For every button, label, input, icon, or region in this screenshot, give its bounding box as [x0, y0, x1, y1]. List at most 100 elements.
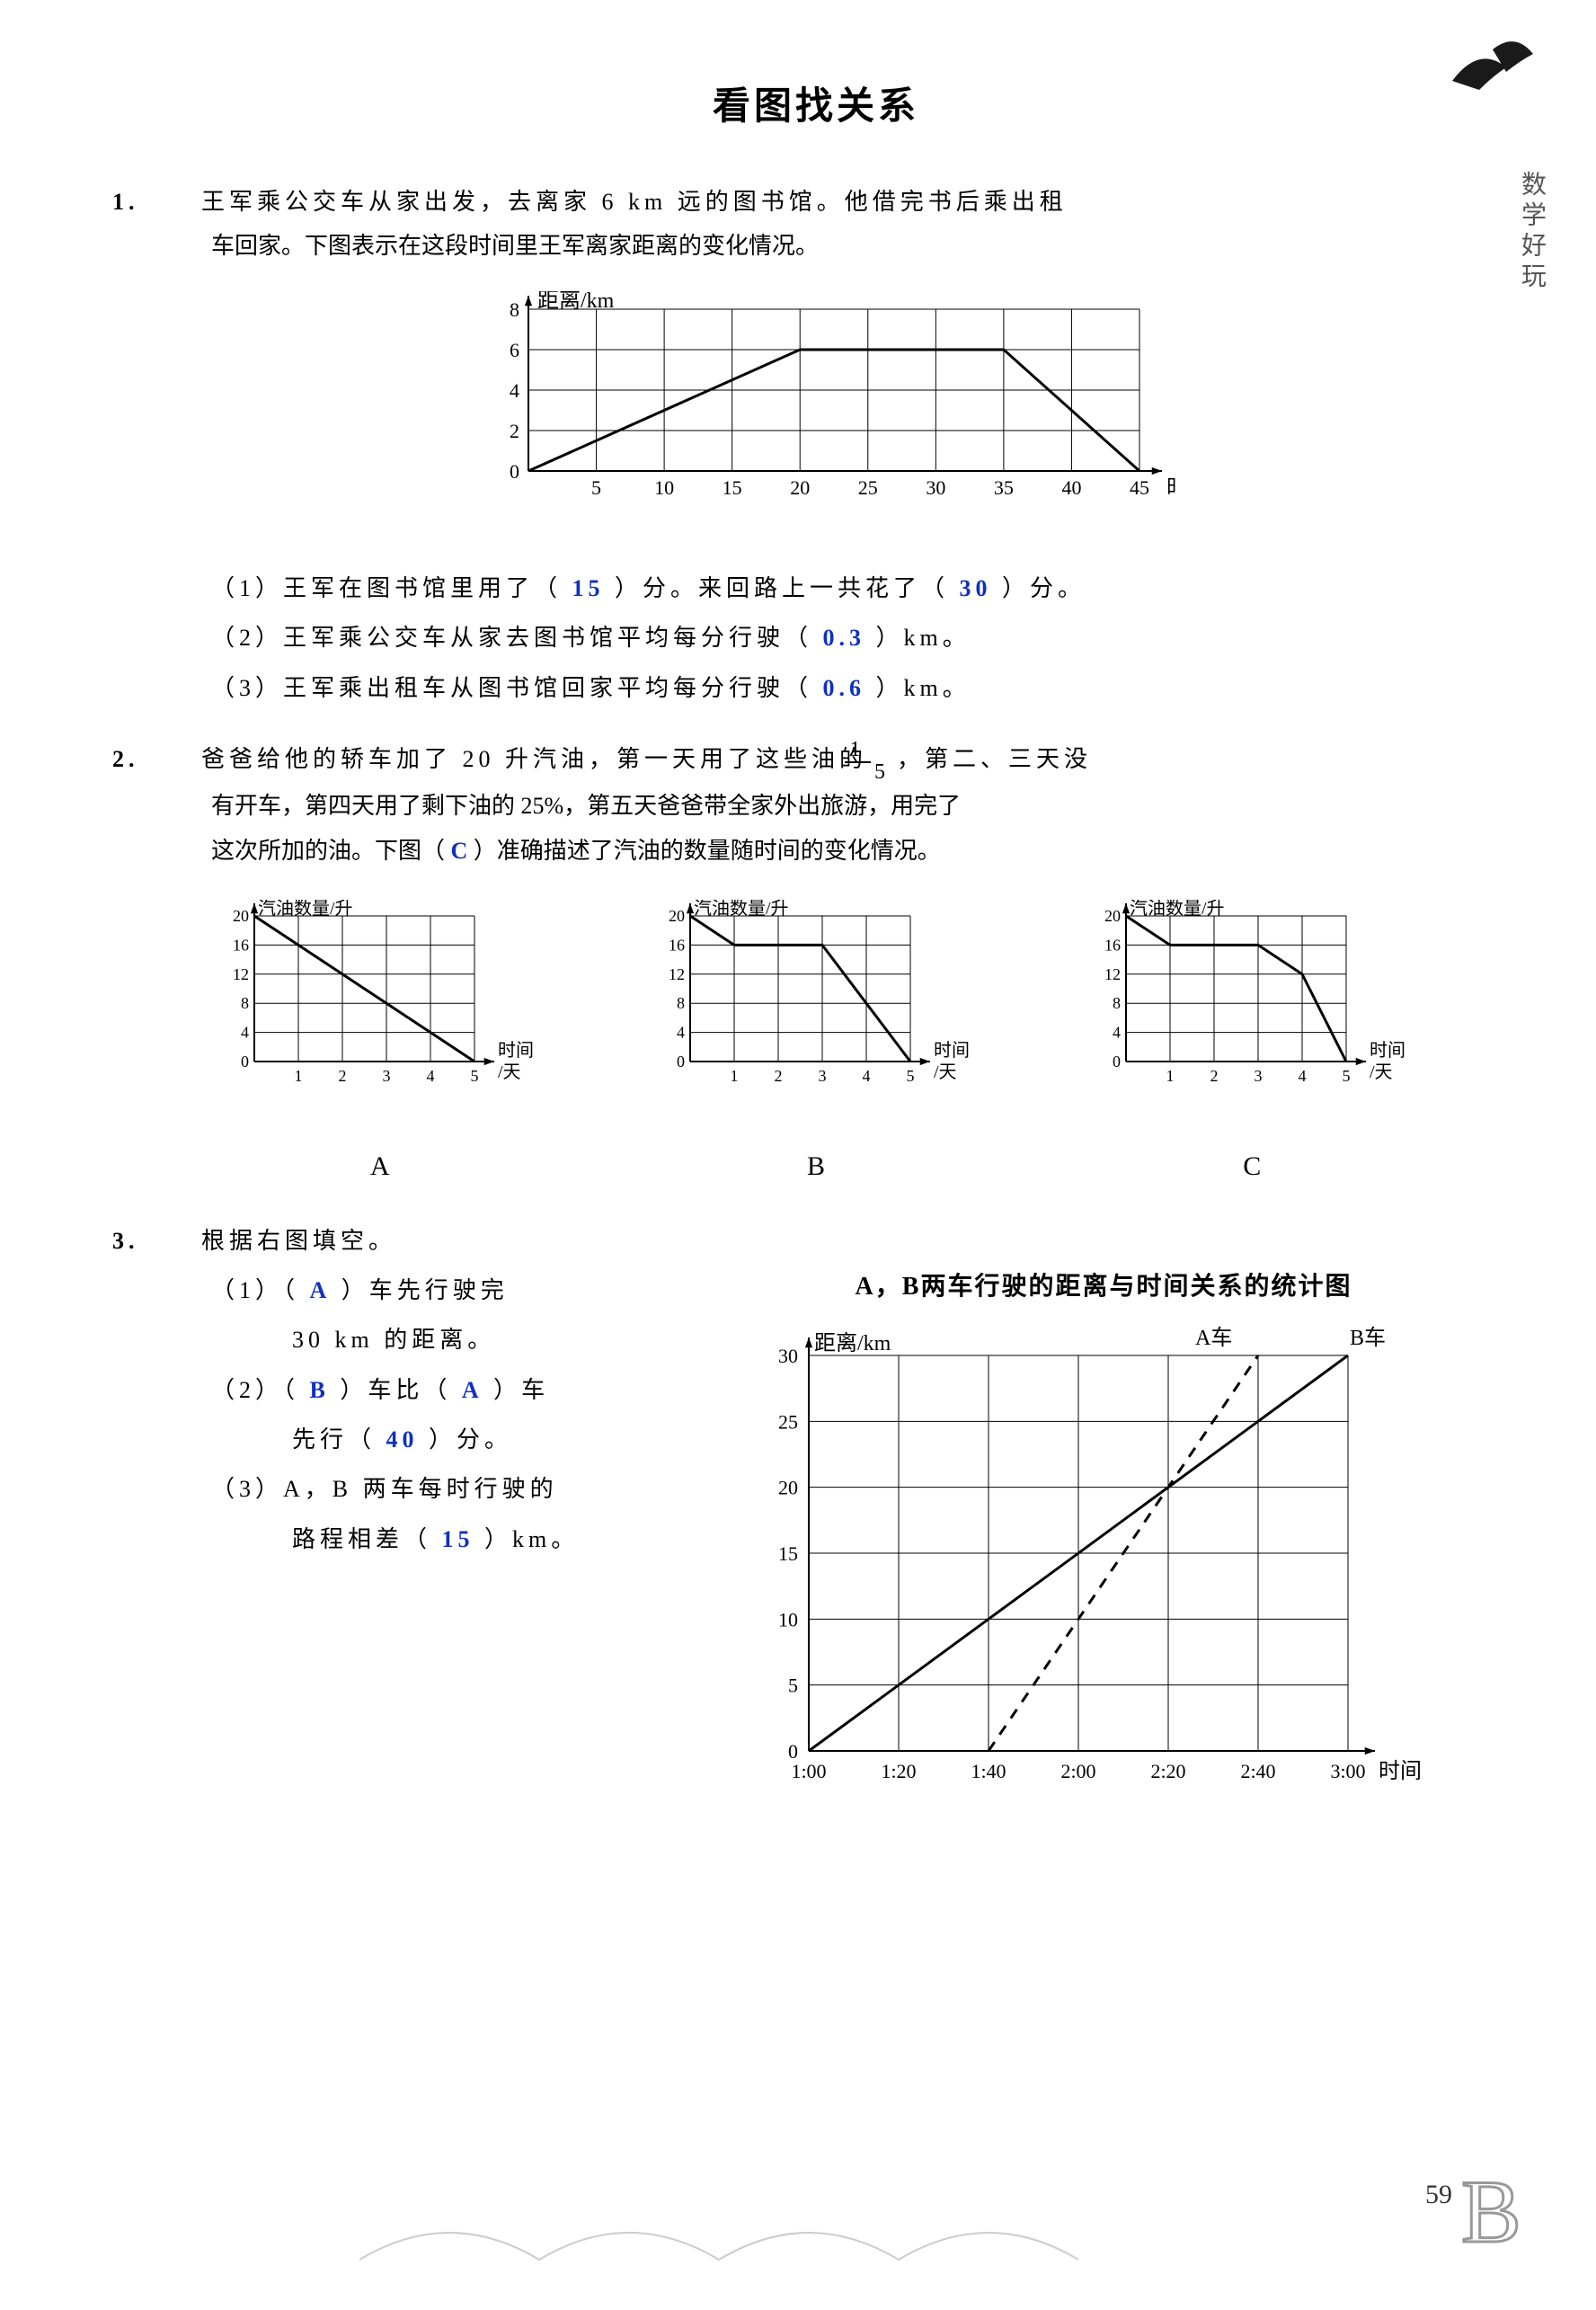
svg-text:25: 25 [778, 1410, 798, 1433]
svg-text:10: 10 [654, 476, 674, 499]
svg-text:30: 30 [926, 476, 945, 499]
p2-num: 2. [162, 737, 201, 781]
problem-2: 2.爸爸给他的轿车加了 20 升汽油，第一天用了这些油的15，第二、三天没 有开… [162, 737, 1470, 1191]
svg-text:2: 2 [774, 1067, 782, 1085]
svg-text:1:20: 1:20 [881, 1760, 916, 1782]
p2-ans: C [451, 838, 468, 864]
p3-s3c: ）km。 [484, 1526, 579, 1552]
p3-s2b: ）车比（ [340, 1377, 451, 1403]
svg-text:2: 2 [1210, 1067, 1219, 1085]
svg-text:4: 4 [426, 1067, 434, 1085]
opt-c-label: C [1077, 1141, 1427, 1192]
corner-b-icon: B [1443, 2143, 1551, 2283]
p1-sub1-ans1: 15 [572, 575, 605, 601]
svg-text:/天: /天 [498, 1062, 521, 1082]
p3-sub1: （1）（ A ）车先行驶完 [211, 1268, 701, 1312]
svg-text:30: 30 [778, 1345, 798, 1367]
svg-text:1:40: 1:40 [971, 1760, 1006, 1782]
p3-sub3: （3）A，B 两车每时行驶的 [211, 1467, 701, 1511]
svg-text:8: 8 [510, 298, 519, 321]
cloud-decoration [359, 2170, 1168, 2292]
svg-text:4: 4 [1299, 1067, 1307, 1085]
svg-text:4: 4 [1113, 1024, 1121, 1042]
p3-s1b: ）车先行驶完 [341, 1277, 509, 1303]
p3-s2ans1: B [310, 1377, 330, 1403]
svg-text:4: 4 [677, 1024, 685, 1042]
svg-text:4: 4 [241, 1024, 249, 1042]
svg-text:40: 40 [1061, 476, 1081, 499]
svg-text:20: 20 [778, 1477, 798, 1499]
p2-text-c: 这次所加的油。下图（ C ）准确描述了汽油的数量随时间的变化情况。 [162, 829, 1470, 873]
svg-text:8: 8 [1113, 994, 1121, 1012]
opt-a-label: A [205, 1141, 555, 1192]
p3-s2ans3: 40 [386, 1426, 419, 1453]
svg-text:35: 35 [994, 476, 1014, 499]
p3-chart-title: A，B两车行驶的距离与时间关系的统计图 [737, 1263, 1470, 1310]
p2-text-c1: 这次所加的油。下图（ [211, 838, 445, 864]
svg-text:12: 12 [669, 965, 685, 983]
svg-text:时间/分: 时间/分 [1166, 475, 1175, 500]
p1-sub3: （3）王军乘出租车从图书馆回家平均每分行驶（ 0.6 ）km。 [162, 666, 1470, 710]
svg-text:12: 12 [1104, 965, 1121, 983]
svg-text:5: 5 [788, 1675, 798, 1697]
svg-text:时间: 时间 [498, 1040, 534, 1061]
p3-sub3-cont: 路程相差（ 15 ）km。 [211, 1517, 701, 1561]
p3-s2c: ）车 [493, 1377, 549, 1403]
p3-s2d: 先行（ [292, 1426, 376, 1453]
svg-text:5: 5 [906, 1067, 914, 1085]
svg-text:0: 0 [510, 460, 519, 483]
frac-n: 1 [845, 738, 871, 763]
p3-chart-block: A，B两车行驶的距离与时间关系的统计图 1:001:201:402:002:20… [737, 1263, 1470, 1838]
p1-line1: 1.王军乘公交车从家出发，去离家 6 km 远的图书馆。他借完书后乘出租 [162, 180, 1470, 224]
svg-text:3: 3 [1255, 1067, 1263, 1085]
p2-chart-row: 12345048121620汽油数量/升时间/天 A 1234504812162… [162, 900, 1470, 1191]
p3-s3ans: 15 [442, 1526, 474, 1552]
p3-sub1-cont: 30 km 的距离。 [211, 1318, 701, 1362]
svg-text:B车: B车 [1350, 1326, 1386, 1350]
svg-text:45: 45 [1130, 476, 1149, 499]
svg-text:距离/km: 距离/km [814, 1331, 891, 1355]
p3-s2e: ）分。 [429, 1426, 512, 1453]
svg-text:0: 0 [677, 1053, 685, 1071]
svg-text:8: 8 [241, 994, 249, 1012]
p3-s2a: （2）（ [211, 1377, 299, 1403]
svg-text:2:40: 2:40 [1240, 1760, 1275, 1782]
p1-text-a: 王军乘公交车从家出发，去离家 6 km 远的图书馆。他借完书后乘出租 [201, 189, 1068, 215]
svg-text:3:00: 3:00 [1330, 1760, 1365, 1782]
p2-line1: 2.爸爸给他的轿车加了 20 升汽油，第一天用了这些油的15，第二、三天没 [162, 737, 1470, 784]
p1-sub1-c: ）分。 [1002, 575, 1086, 601]
svg-text:16: 16 [669, 937, 685, 955]
svg-text:2: 2 [338, 1067, 346, 1085]
p3-line1: 3.根据右图填空。 [162, 1219, 1470, 1263]
p2-text-b: 有开车，第四天用了剩下油的 25%，第五天爸爸带全家外出旅游，用完了 [162, 784, 1470, 828]
p1-sub1-ans2: 30 [960, 575, 992, 601]
svg-text:时间: 时间 [1379, 1759, 1420, 1783]
bird-decoration [1443, 36, 1542, 150]
p2-chart-b: 12345048121620汽油数量/升时间/天 B [641, 900, 991, 1191]
svg-text:0: 0 [788, 1740, 798, 1763]
p1-sub3-ans: 0.6 [823, 675, 866, 701]
p1-sub1-a: （1）王军在图书馆里用了（ [211, 575, 562, 601]
corner-letter: B [1461, 2162, 1521, 2261]
p2-chart-c: 12345048121620汽油数量/升时间/天 C [1077, 900, 1427, 1191]
svg-text:20: 20 [233, 907, 249, 925]
svg-text:2: 2 [510, 420, 519, 442]
svg-text:20: 20 [669, 907, 685, 925]
p3-s3b: 路程相差（ [292, 1526, 431, 1552]
svg-text:距离/km: 距离/km [537, 291, 615, 313]
svg-text:5: 5 [1343, 1067, 1351, 1085]
p3-s2ans2: A [462, 1377, 483, 1403]
svg-text:0: 0 [1113, 1053, 1121, 1071]
svg-text:汽油数量/升: 汽油数量/升 [1130, 900, 1225, 919]
p1-sub2-ans: 0.3 [823, 625, 866, 651]
p3-s1a: （1）（ [211, 1277, 299, 1303]
frac-d: 5 [869, 760, 895, 784]
svg-text:3: 3 [818, 1067, 826, 1085]
side-label: 数学好玩 [1508, 171, 1556, 293]
p1-sub1-b: ）分。来回路上一共花了（ [615, 575, 949, 601]
svg-text:汽油数量/升: 汽油数量/升 [258, 900, 353, 919]
svg-text:3: 3 [382, 1067, 390, 1085]
problem-3: 3.根据右图填空。 （1）（ A ）车先行驶完 30 km 的距离。 （2）（ … [162, 1219, 1470, 1838]
svg-text:2:20: 2:20 [1150, 1760, 1185, 1782]
svg-text:汽油数量/升: 汽油数量/升 [694, 900, 789, 919]
